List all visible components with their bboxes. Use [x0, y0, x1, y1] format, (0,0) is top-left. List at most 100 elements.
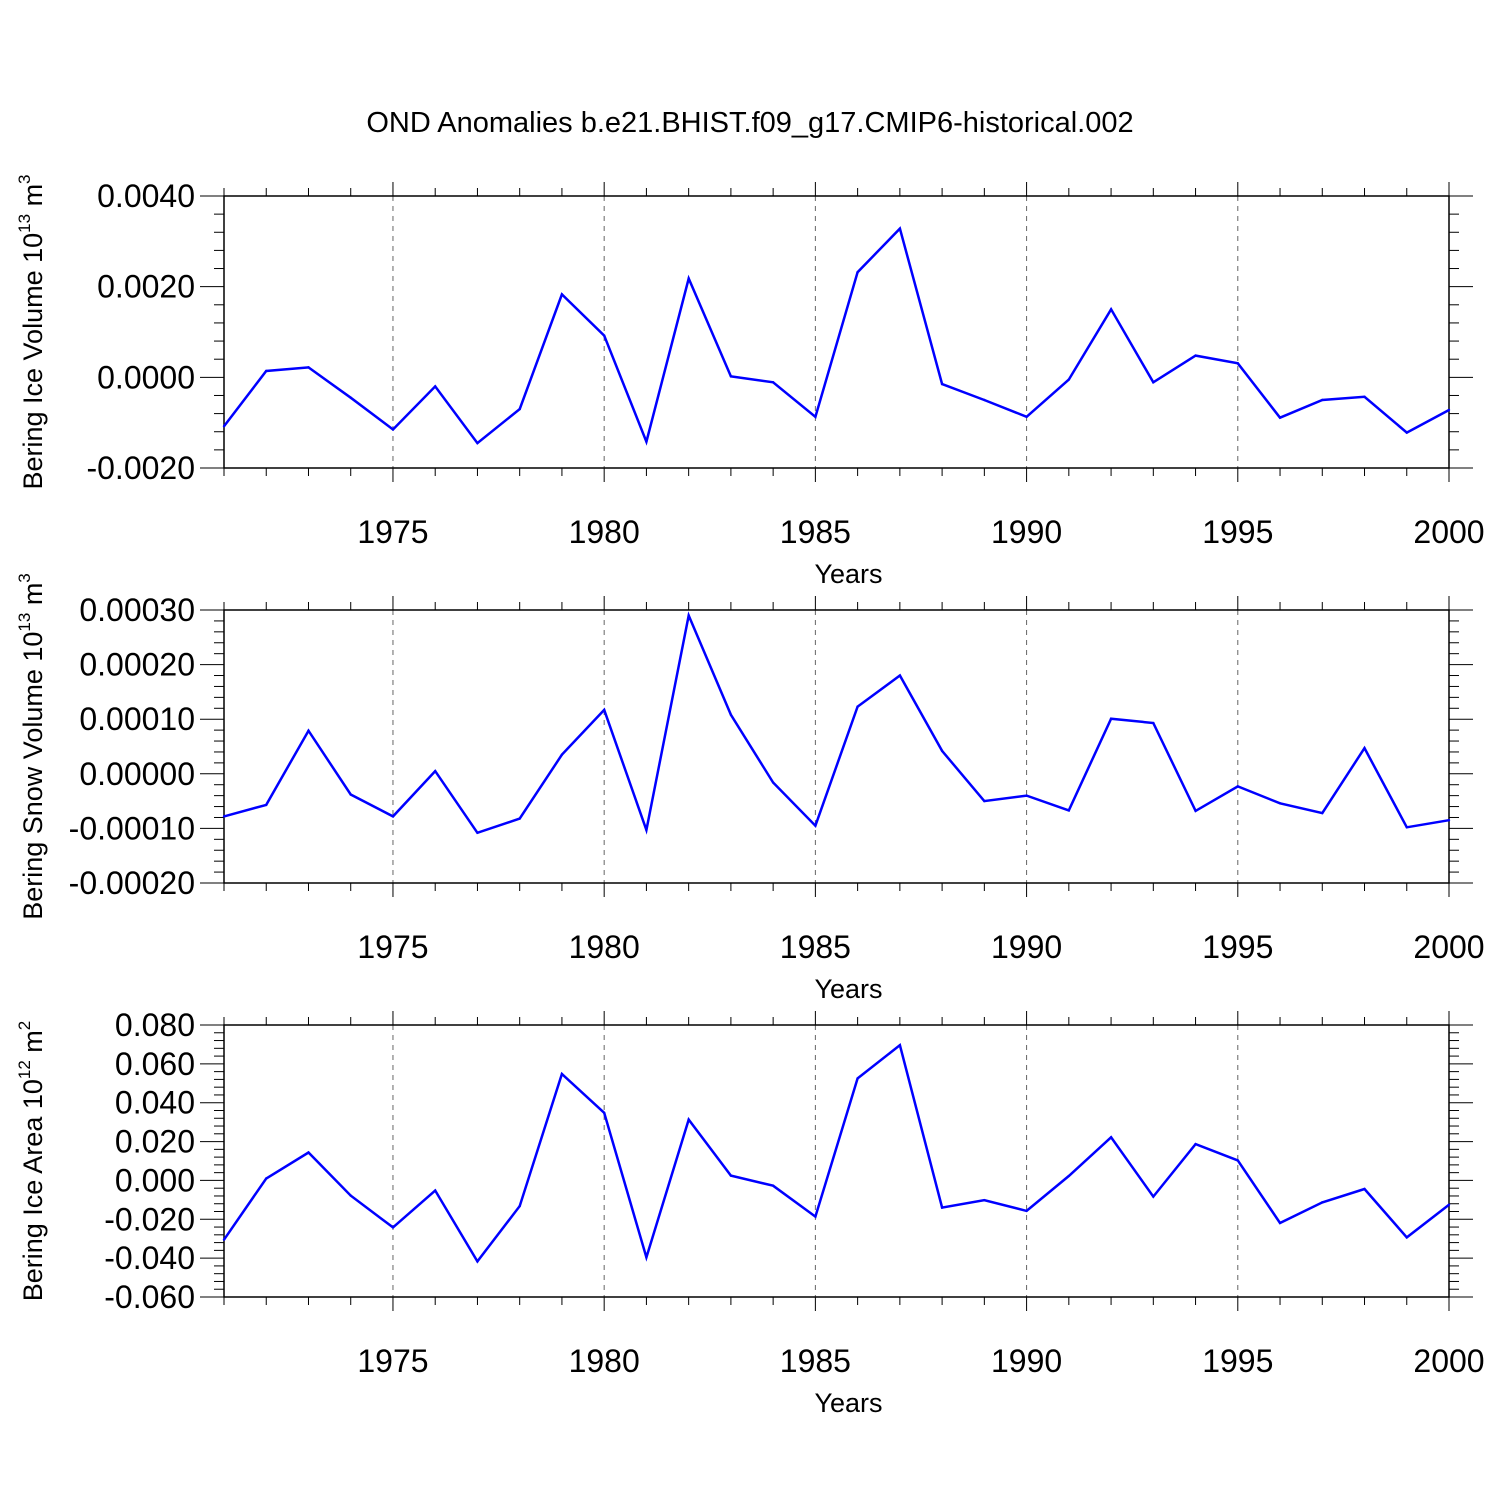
data-point — [307, 1151, 310, 1154]
y-tick-label: -0.0020 — [86, 450, 195, 486]
y-tick-label: 0.00010 — [79, 701, 195, 737]
y-tick-label: -0.00020 — [69, 865, 195, 901]
x-tick-label: 2000 — [1413, 514, 1484, 550]
x-axis-label: Years — [814, 1388, 882, 1418]
data-point — [602, 1111, 606, 1115]
data-point — [729, 1174, 733, 1177]
plot-frame — [223, 609, 1450, 884]
x-axis-label: Years — [814, 974, 882, 1004]
data-point — [687, 277, 690, 280]
data-point — [856, 705, 859, 708]
y-tick-label: 0.00020 — [79, 647, 195, 683]
data-point — [1109, 308, 1113, 311]
data-point — [1025, 1209, 1028, 1213]
x-tick-label: 1995 — [1202, 1343, 1273, 1379]
data-point — [729, 375, 733, 378]
y-tick-label: 0.040 — [115, 1085, 195, 1121]
chart-title: OND Anomalies b.e21.BHIST.f09_g17.CMIP6-… — [366, 107, 1133, 139]
data-point — [1025, 415, 1028, 418]
data-point — [1363, 1187, 1366, 1191]
y-tick-label: -0.00010 — [69, 810, 195, 846]
data-point — [222, 425, 226, 428]
x-tick-label: 1995 — [1202, 514, 1273, 550]
data-point — [1025, 794, 1028, 797]
data-point — [391, 815, 395, 818]
data-point — [1447, 819, 1451, 822]
data-point — [771, 781, 775, 784]
x-tick-label: 1990 — [991, 514, 1062, 550]
data-point — [518, 1204, 521, 1208]
x-axis-label: Years — [814, 559, 882, 589]
data-point — [814, 1215, 817, 1218]
data-point — [518, 817, 521, 820]
plot-frame — [223, 195, 1450, 469]
data-point — [687, 1118, 690, 1121]
series-line — [222, 1043, 1450, 1264]
y-tick-label: 0.0040 — [97, 178, 195, 214]
x-tick-label: 1980 — [569, 1343, 640, 1379]
data-point — [265, 1177, 268, 1180]
data-point — [560, 1072, 564, 1076]
data-point — [1278, 802, 1282, 805]
x-tick-label: 1975 — [357, 1343, 428, 1379]
data-point — [1109, 1136, 1113, 1139]
data-point — [645, 440, 648, 443]
data-point — [1405, 431, 1408, 434]
data-point — [476, 1260, 479, 1263]
data-point — [1447, 1203, 1451, 1206]
data-point — [898, 674, 902, 677]
y-axis-label: Bering Ice Volume 1013 m3 — [15, 174, 48, 489]
data-point — [771, 381, 775, 384]
data-point — [983, 1199, 986, 1202]
x-tick-label: 1975 — [357, 514, 428, 550]
data-point — [1152, 381, 1155, 384]
data-point — [856, 270, 859, 274]
data-point — [983, 799, 986, 803]
y-tick-label: -0.060 — [104, 1279, 195, 1315]
data-point — [1278, 1221, 1282, 1225]
y-tick-label: 0.060 — [115, 1046, 195, 1082]
data-point — [645, 1256, 648, 1259]
data-point — [687, 614, 690, 617]
data-point — [1067, 1174, 1071, 1178]
data-point — [602, 708, 606, 712]
x-tick-label: 1980 — [569, 514, 640, 550]
data-point — [476, 441, 479, 445]
y-tick-label: 0.0000 — [97, 359, 195, 395]
data-point — [940, 1206, 944, 1209]
x-tick-label: 1975 — [357, 929, 428, 965]
data-point — [1321, 1201, 1324, 1204]
y-tick-label: 0.080 — [115, 1007, 195, 1043]
x-tick-label: 1985 — [780, 1343, 851, 1379]
x-tick-label: 2000 — [1413, 929, 1484, 965]
y-tick-label: 0.000 — [115, 1162, 195, 1198]
data-point — [1067, 809, 1071, 812]
panel-3: -0.060-0.040-0.0200.0000.0200.0400.0600.… — [15, 1007, 1485, 1418]
data-point — [1194, 1142, 1197, 1146]
series-line — [223, 226, 1450, 446]
y-tick-label: 0.00000 — [79, 756, 195, 792]
y-axis-label: Bering Snow Volume 1013 m3 — [15, 573, 48, 920]
series-line — [223, 611, 1450, 835]
x-tick-label: 1990 — [991, 929, 1062, 965]
data-point — [898, 1044, 902, 1047]
data-point — [1321, 811, 1324, 815]
data-point — [349, 396, 352, 399]
data-point — [814, 824, 817, 827]
x-tick-label: 2000 — [1413, 1343, 1484, 1379]
data-point — [940, 382, 944, 386]
x-tick-label: 1985 — [780, 929, 851, 965]
y-tick-label: -0.040 — [104, 1240, 195, 1276]
data-point — [307, 729, 310, 732]
y-tick-label: -0.020 — [104, 1201, 195, 1237]
data-point — [940, 749, 944, 753]
x-tick-label: 1990 — [991, 1343, 1062, 1379]
data-point — [771, 1184, 775, 1187]
data-point — [391, 428, 395, 431]
data-point — [856, 1077, 859, 1080]
panel-1: -0.0020 0.0000 0.0020 0.0040 1975 1980 1985 199… — [15, 174, 1485, 589]
data-point — [222, 815, 226, 818]
data-point — [222, 1238, 226, 1241]
data-point — [898, 227, 902, 230]
y-tick-label: 0.00030 — [79, 592, 195, 628]
